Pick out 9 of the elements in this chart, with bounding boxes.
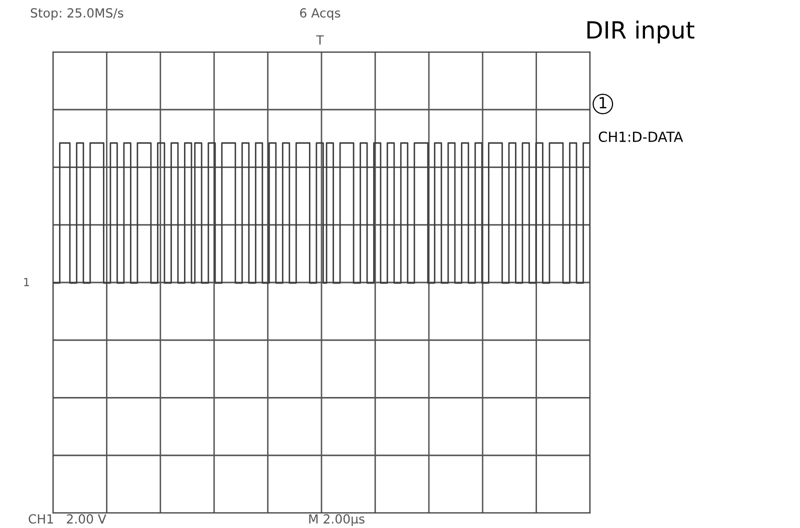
text: CH1 2.00 V [28,514,106,524]
text: T [316,35,324,44]
text: Stop: 25.0MS/s [30,8,124,20]
text: M 2.00µs [309,514,364,526]
text: 1 [600,97,606,108]
text: 6 Acqs [300,8,340,20]
text: CH1:D-DATA [598,132,684,142]
text: 1 [24,278,29,286]
text: DIR input [587,20,694,44]
